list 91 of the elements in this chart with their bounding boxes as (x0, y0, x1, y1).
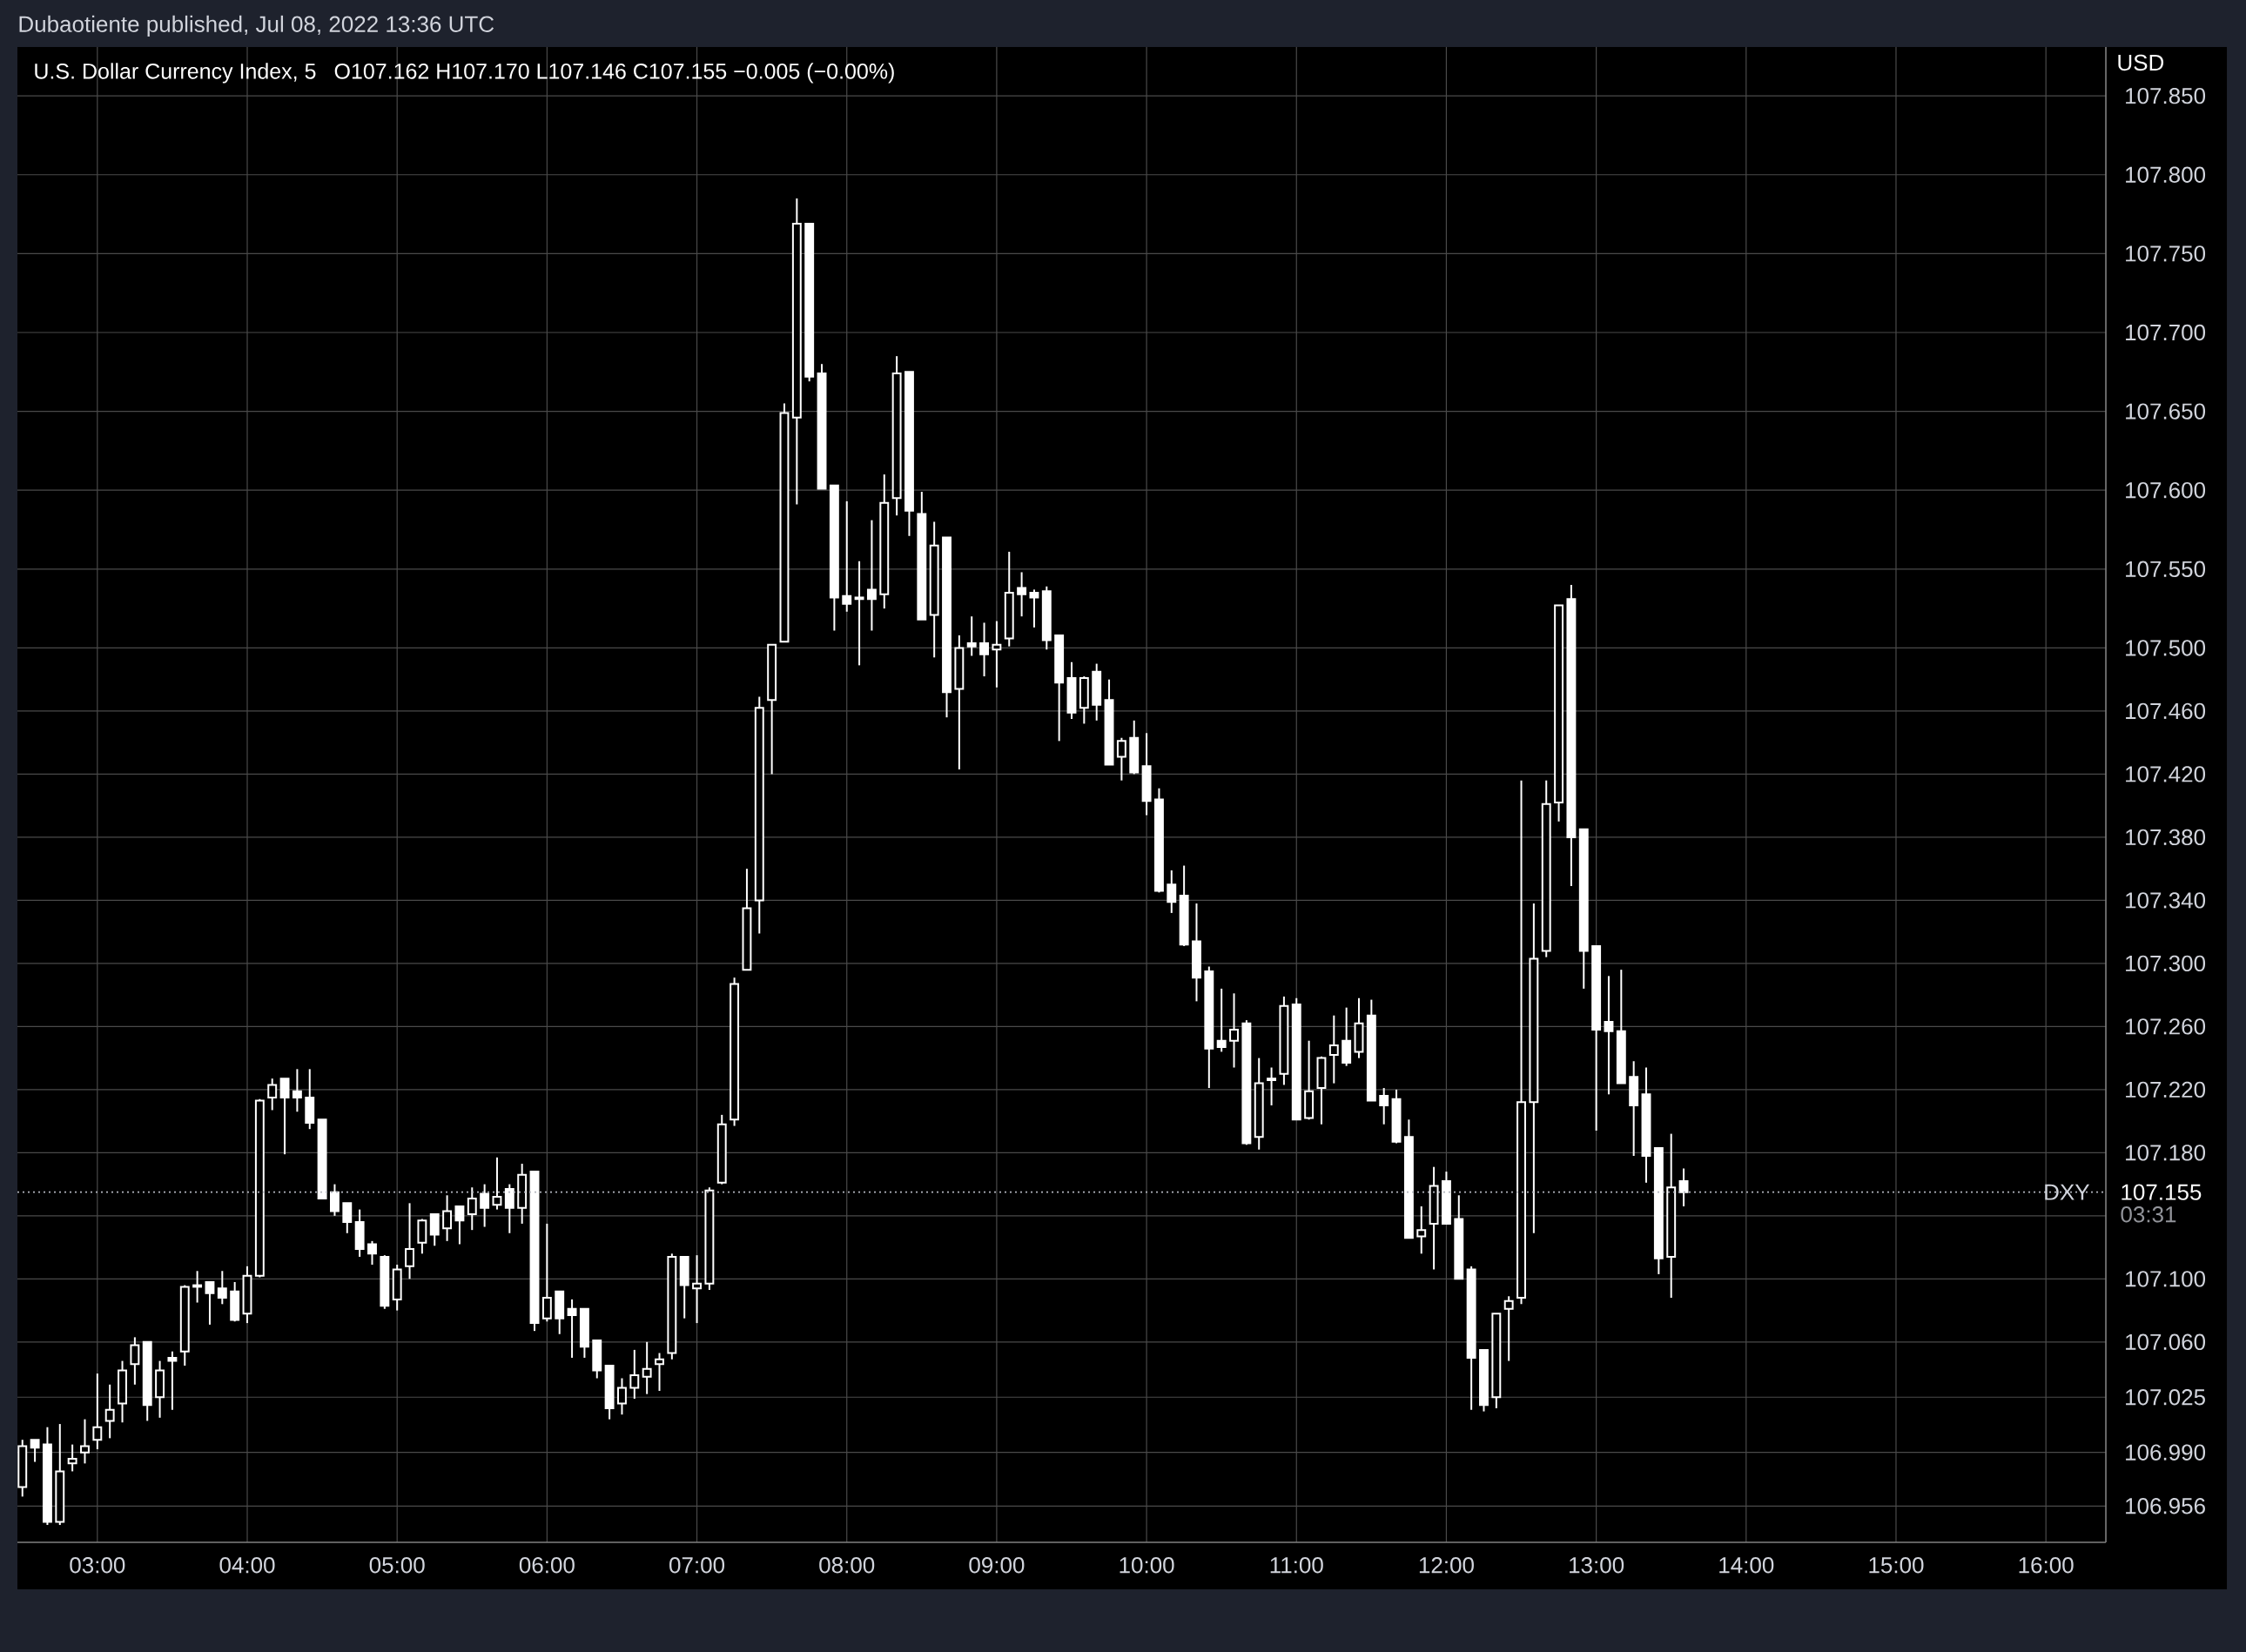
y-tick-label: 107.060 (2126, 1333, 2206, 1351)
x-tick-label: 09:00 (969, 1557, 1025, 1574)
y-tick-label: 107.220 (2126, 1081, 2206, 1098)
candlestick (1229, 992, 1239, 1069)
x-tick-label: 13:00 (1570, 1557, 1624, 1574)
candlestick (1604, 975, 1614, 1096)
candlestick (130, 1336, 140, 1386)
candlestick (205, 1280, 215, 1326)
candlestick (966, 615, 977, 657)
x-tick-label: 14:00 (1719, 1557, 1774, 1574)
candlestick (854, 560, 864, 667)
y-tick-label: 107.180 (2126, 1145, 2206, 1161)
candlestick (492, 1156, 502, 1211)
candlestick (541, 1222, 552, 1323)
y-tick-label: 107.025 (2126, 1389, 2205, 1406)
candlestick (655, 1352, 664, 1392)
candlestick (692, 1254, 702, 1325)
y-tick-label: 107.380 (2126, 829, 2206, 846)
y-tick-label: 106.990 (2126, 1444, 2206, 1461)
candlestick (866, 519, 877, 632)
candlestick (92, 1373, 103, 1451)
y-tick-label: 107.800 (2126, 166, 2206, 183)
candlestick (429, 1213, 440, 1247)
y-tick-label: 107.420 (2126, 766, 2206, 782)
text: 107.155 (2122, 1184, 2202, 1200)
candlestick (504, 1183, 514, 1234)
candlestick (642, 1340, 652, 1395)
candlestick (617, 1377, 627, 1416)
y-tick-label: 107.340 (2126, 892, 2206, 909)
x-tick-label: 15:00 (1869, 1557, 1924, 1574)
candlestick (217, 1270, 227, 1306)
y-tick-label: 107.850 (2126, 87, 2206, 104)
y-axis-title: USD (2118, 54, 2164, 71)
candlestick (1167, 869, 1177, 914)
text: Dubaotiente published, Jul 08, 2022 13:36 UTC (19, 15, 494, 37)
candlestick (1267, 1066, 1277, 1106)
candlestick (567, 1298, 577, 1359)
candlestick (1216, 987, 1227, 1053)
x-tick-label: 07:00 (669, 1557, 725, 1574)
y-tick-label: 107.600 (2126, 482, 2206, 499)
candlestick (367, 1239, 377, 1266)
candlestick (1503, 1295, 1514, 1362)
candlestick (442, 1194, 453, 1242)
candlestick (104, 1383, 115, 1440)
candlestick (80, 1418, 90, 1465)
x-tick-label: 11:00 (1270, 1557, 1323, 1574)
ref-line-label: DXY (2045, 1184, 2090, 1200)
y-tick-label: 107.260 (2126, 1018, 2206, 1035)
candlestick (467, 1186, 477, 1232)
text: U.S. Dollar Currency Index, 5 (35, 63, 316, 84)
candlestick (992, 620, 1002, 688)
y-tick-label: 107.700 (2126, 324, 2206, 341)
text: 03:31 (2121, 1206, 2176, 1223)
candlestick (67, 1443, 77, 1473)
y-tick-label: 106.956 (2126, 1498, 2205, 1514)
candlestick (167, 1350, 178, 1411)
y-tick-label: 107.750 (2126, 245, 2206, 262)
candlestick (1678, 1167, 1689, 1207)
text: O107.162 H107.170 L107.146 C107.155 −0.005 (−0.00%) (334, 63, 894, 84)
x-tick-label: 12:00 (1419, 1557, 1474, 1574)
y-tick-label: 107.300 (2126, 955, 2206, 972)
candlestick (842, 500, 852, 613)
candlestick (342, 1202, 353, 1234)
candlestick (1029, 588, 1039, 628)
x-tick-label: 10:00 (1120, 1557, 1174, 1574)
candlestick (1328, 1014, 1339, 1085)
x-tick-label: 06:00 (519, 1557, 575, 1574)
y-tick-label: 107.460 (2126, 702, 2206, 720)
candlestick (330, 1183, 340, 1217)
x-tick-label: 04:00 (219, 1557, 275, 1574)
candlestick (405, 1202, 414, 1280)
x-tick-label: 16:00 (2019, 1557, 2074, 1574)
candlestick (267, 1078, 278, 1111)
candlestick (279, 1078, 290, 1156)
x-tick-label: 05:00 (369, 1557, 425, 1574)
y-tick-label: 107.650 (2126, 403, 2206, 420)
x-tick-label: 03:00 (70, 1557, 125, 1574)
candlestick (30, 1439, 40, 1463)
candlestick (629, 1348, 640, 1400)
y-tick-label: 107.500 (2126, 640, 2206, 656)
candlestick (1116, 736, 1126, 782)
y-tick-label: 107.550 (2126, 561, 2206, 578)
x-tick-label: 08:00 (819, 1557, 875, 1574)
candlestick (1379, 1087, 1389, 1125)
candlestick (979, 621, 990, 678)
candlestick (1416, 1205, 1427, 1255)
candlestick (1017, 571, 1027, 618)
candlestick (480, 1183, 490, 1228)
y-tick-label: 107.100 (2126, 1271, 2206, 1287)
candlestick (292, 1068, 302, 1113)
candlestick (454, 1205, 465, 1246)
